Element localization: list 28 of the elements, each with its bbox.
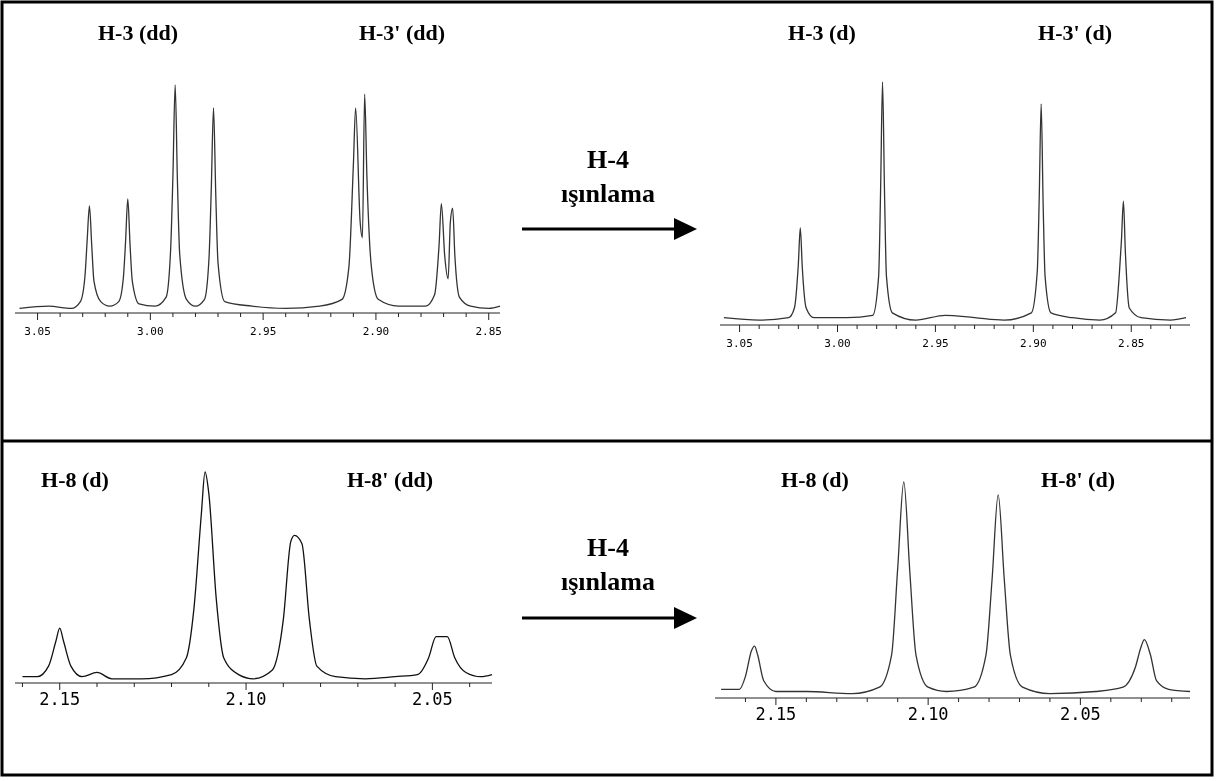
x-tick-label: 2.90 bbox=[1020, 337, 1047, 350]
x-tick-label: 2.85 bbox=[475, 325, 502, 338]
x-tick-label: 2.15 bbox=[39, 689, 81, 709]
x-tick-label: 2.05 bbox=[411, 689, 453, 709]
annotation: H-8 (d) bbox=[41, 467, 109, 492]
x-tick-label: 2.15 bbox=[755, 704, 797, 724]
x-tick-label: 3.00 bbox=[824, 337, 851, 350]
x-tick-label: 3.00 bbox=[137, 325, 164, 338]
x-tick-label: 2.10 bbox=[225, 689, 267, 709]
annotation: H-8' (dd) bbox=[346, 467, 434, 492]
text: H-3 (d) bbox=[788, 20, 856, 45]
x-tick-label: 2.10 bbox=[907, 704, 949, 724]
x-tick-label: 3.05 bbox=[24, 325, 51, 338]
text: H-4 bbox=[587, 533, 629, 562]
text: ışınlama bbox=[561, 567, 655, 596]
text: H-3 (dd) bbox=[97, 20, 179, 45]
text: ışınlama bbox=[561, 179, 655, 208]
x-tick-label: 2.95 bbox=[249, 325, 277, 338]
x-tick-label: 3.05 bbox=[726, 337, 753, 350]
text: H-3' (d) bbox=[1038, 20, 1112, 45]
annotation: H-8 (d) bbox=[781, 467, 849, 492]
text: H-4 bbox=[587, 145, 629, 174]
x-tick-label: 2.05 bbox=[1059, 704, 1101, 724]
x-tick-label: 2.95 bbox=[922, 337, 949, 350]
annotation: H-8' (d) bbox=[1041, 467, 1115, 492]
x-tick-label: 2.85 bbox=[1118, 337, 1145, 350]
text: H-3' (dd) bbox=[358, 20, 446, 45]
x-tick-label: 2.90 bbox=[362, 325, 390, 338]
